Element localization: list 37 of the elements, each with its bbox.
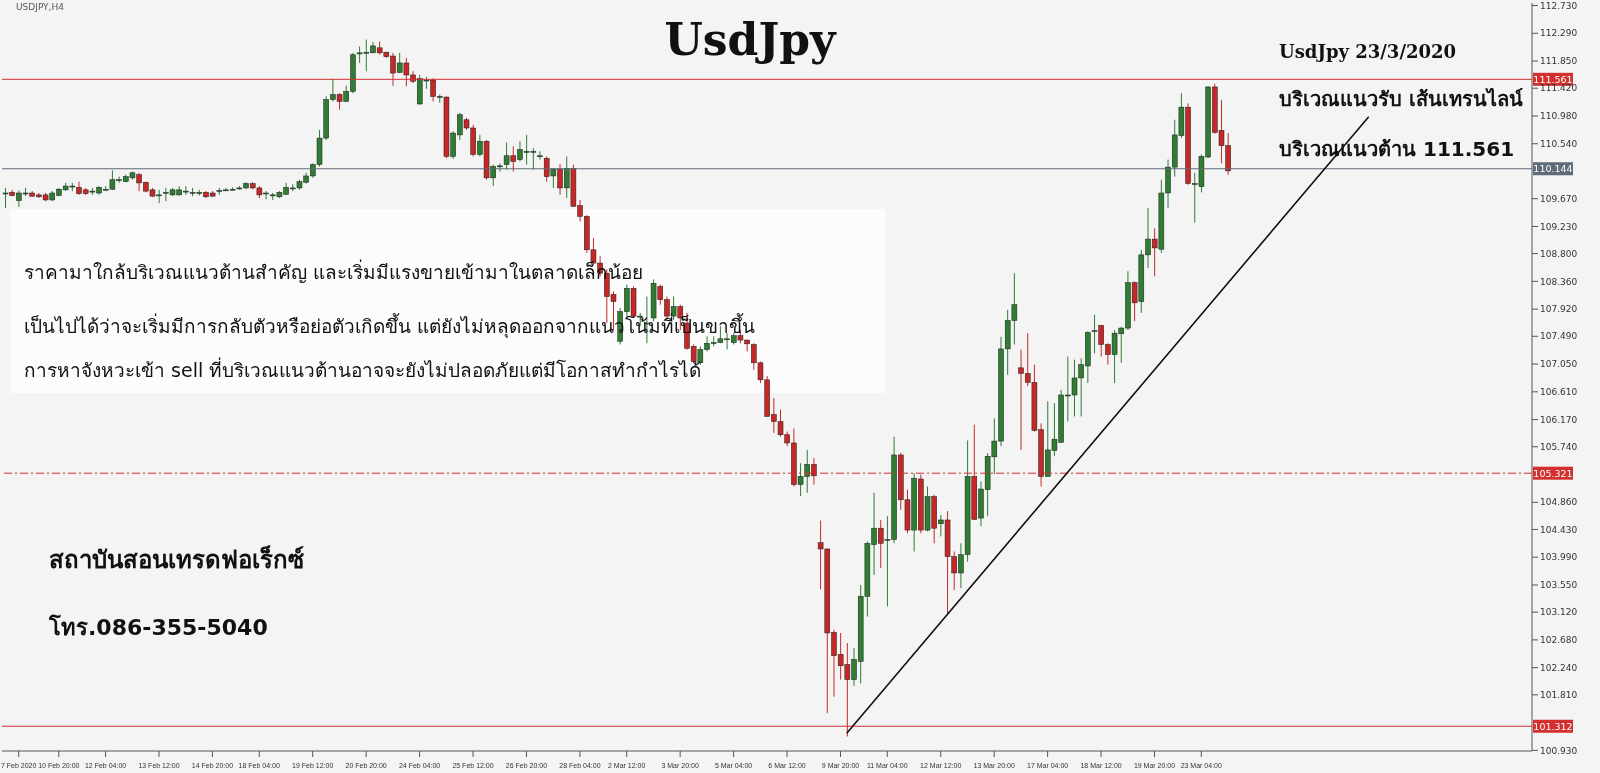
- y-tick-label: 105.740: [1540, 441, 1578, 452]
- y-tick-label: 104.860: [1540, 497, 1578, 508]
- y-tick-label: 112.730: [1540, 0, 1578, 11]
- ref-line-label: 111.561: [1533, 73, 1573, 85]
- annotation: บริเวณแนวรับ เส้นเทรนไลน์: [1279, 86, 1523, 112]
- y-tick-label: 103.120: [1540, 607, 1578, 618]
- y-tick-label: 111.850: [1540, 56, 1578, 67]
- y-tick-label: 109.230: [1540, 221, 1578, 232]
- y-tick-label: 108.800: [1540, 248, 1578, 259]
- annotation: UsdJpy 23/3/2020: [1279, 40, 1457, 64]
- y-tick-label: 102.680: [1540, 635, 1578, 646]
- annotation: การหาจังหวะเข้า sell ที่บริเวณแนวต้านอาจจะยังไม่ปลอดภัยแต่มีโอกาสทำกำไรได้: [24, 358, 702, 383]
- y-tick-label: 107.920: [1540, 304, 1578, 315]
- y-tick-label: 106.170: [1540, 414, 1578, 425]
- ref-line-label: 101.312: [1533, 720, 1573, 732]
- y-tick-label: 100.930: [1540, 745, 1578, 756]
- y-tick-label: 111.420: [1540, 83, 1578, 94]
- ref-line-label: 105.321: [1533, 467, 1573, 479]
- candlestick: [537, 150, 543, 161]
- y-tick-label: 104.430: [1540, 524, 1578, 535]
- y-tick-label: 101.810: [1540, 690, 1578, 701]
- y-tick-label: 103.990: [1540, 552, 1578, 563]
- y-tick-label: 106.610: [1540, 387, 1578, 398]
- y-tick-label: 110.540: [1540, 138, 1578, 149]
- y-tick-label: 108.360: [1540, 276, 1578, 287]
- y-tick-label: 109.670: [1540, 193, 1578, 204]
- y-tick-label: 107.050: [1540, 359, 1578, 370]
- chart-title: UsdJpy: [664, 14, 836, 65]
- y-tick-label: 103.550: [1540, 580, 1578, 591]
- annotation: USDJPY,H4: [16, 2, 64, 14]
- y-tick-label: 110.980: [1540, 111, 1578, 122]
- annotation: โทร.086-355-5040: [49, 614, 268, 642]
- y-tick-label: 102.240: [1540, 662, 1578, 673]
- y-tick-label: 107.490: [1540, 331, 1578, 342]
- annotation: สถาบันสอนเทรดฟอเร็กซ์: [49, 545, 304, 576]
- y-tick-label: 112.290: [1540, 28, 1578, 39]
- ref-line-label: 110.144: [1533, 163, 1573, 175]
